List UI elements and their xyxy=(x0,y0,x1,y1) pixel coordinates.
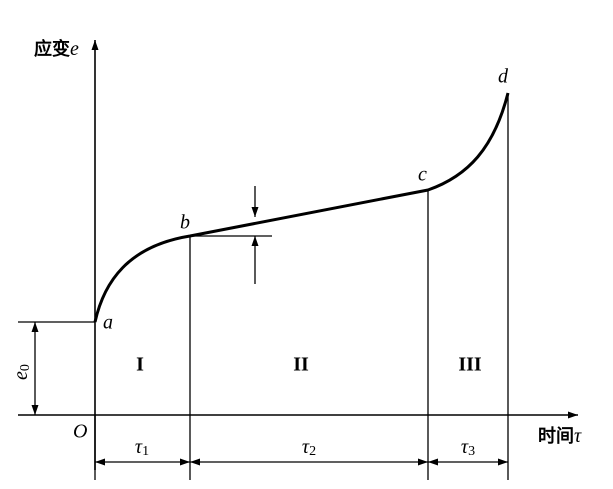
y-axis-label-text: 应变 xyxy=(34,38,70,60)
stage-label: III xyxy=(458,354,482,376)
subscript: 2 xyxy=(309,444,316,459)
duration-label: τ3 xyxy=(461,436,475,460)
creep-curve xyxy=(93,92,510,323)
subscript: 0 xyxy=(18,364,33,371)
stage-label: I xyxy=(136,354,144,376)
initial-strain-label: e0 xyxy=(10,364,34,380)
duration-label: τ1 xyxy=(135,436,149,460)
x-axis-symbol: τ xyxy=(574,425,582,447)
point-label: c xyxy=(418,164,427,186)
symbol: e xyxy=(10,371,32,380)
symbol: τ xyxy=(135,436,143,458)
subscript: 1 xyxy=(142,444,149,459)
point-label: b xyxy=(180,212,190,234)
symbol: τ xyxy=(461,436,469,458)
point-label: d xyxy=(498,66,509,88)
y-axis-symbol: e xyxy=(70,38,79,60)
x-axis-label-text: 时间 xyxy=(538,426,574,447)
stage-label: II xyxy=(293,354,309,376)
subscript: 3 xyxy=(468,444,475,459)
symbol: τ xyxy=(302,436,310,458)
point-label: a xyxy=(103,312,113,334)
duration-label: τ2 xyxy=(302,436,316,460)
x-axis-label: 时间τ xyxy=(538,425,582,447)
origin-label: O xyxy=(73,421,87,443)
y-axis-label: 应变e xyxy=(34,38,79,60)
